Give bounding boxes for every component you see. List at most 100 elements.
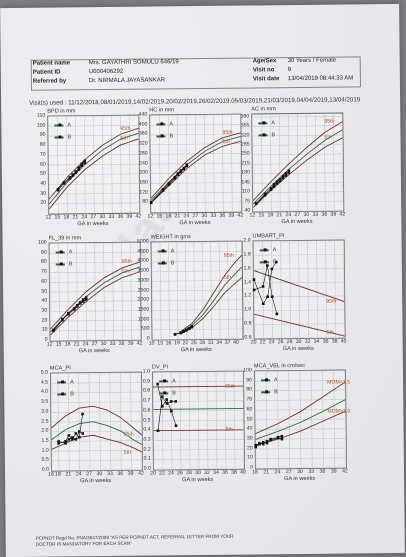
gridline-y bbox=[151, 250, 242, 253]
legend-dot bbox=[58, 135, 62, 139]
y-tick-label: 1.0 bbox=[41, 447, 49, 454]
gridline-x bbox=[185, 242, 187, 340]
data-point-a bbox=[284, 172, 288, 175]
data-point-a bbox=[156, 382, 159, 386]
chart-title: HC in mm bbox=[149, 107, 175, 114]
y-tick-label: 2.5 bbox=[41, 418, 49, 425]
chart-svg bbox=[152, 371, 245, 470]
y-tick-label: 100 bbox=[36, 122, 46, 129]
gridline-x bbox=[305, 113, 308, 211]
chart-title: FL_39 in mm bbox=[48, 235, 82, 242]
data-point-b bbox=[149, 201, 153, 205]
y-tick-label: 3.0 bbox=[41, 408, 49, 415]
data-point-b bbox=[174, 400, 178, 403]
percentile-curve-95th bbox=[180, 254, 243, 332]
data-point-b bbox=[165, 402, 169, 405]
x-tick-label: 18 bbox=[252, 469, 258, 476]
legend-label: B bbox=[172, 390, 176, 397]
gridline-x bbox=[194, 115, 197, 213]
legend-label: B bbox=[170, 260, 175, 267]
legend-item-a: A bbox=[259, 247, 276, 253]
data-point-b bbox=[176, 173, 180, 176]
referred-by-label: Referred by bbox=[32, 78, 67, 85]
legend-label: A bbox=[169, 121, 174, 128]
data-point-b bbox=[67, 438, 71, 441]
patient-name-label: Patient name bbox=[32, 60, 71, 67]
gridline-y bbox=[51, 382, 142, 384]
chart-plot-area: 95th 5th A B bbox=[49, 371, 143, 472]
gridline-y bbox=[51, 411, 142, 413]
legend-item-b: B bbox=[57, 391, 74, 397]
gridline-y bbox=[51, 420, 142, 423]
curve-label: 95th bbox=[326, 298, 337, 305]
data-point-b bbox=[263, 193, 267, 197]
y-tick-label: 100 bbox=[37, 239, 47, 246]
x-tick-label: 27 bbox=[86, 471, 93, 478]
percentile-curve-50 bbox=[255, 399, 346, 440]
legend-item-b: B bbox=[261, 389, 278, 395]
gridline-x bbox=[119, 115, 122, 213]
x-tick-label: 33 bbox=[308, 468, 315, 475]
series-line-a bbox=[253, 265, 278, 315]
data-point-b bbox=[156, 429, 160, 432]
gridline-x bbox=[299, 370, 302, 468]
y-tick-label: 2.0 bbox=[41, 427, 49, 434]
data-point-b bbox=[80, 164, 84, 168]
percentile-curve-95th bbox=[51, 405, 142, 436]
y-tick-label: 75 bbox=[244, 198, 251, 205]
legend-dot bbox=[163, 379, 167, 383]
gridline-x bbox=[298, 240, 300, 338]
y-tick-label: 320 bbox=[138, 140, 148, 147]
legend-item-a: A bbox=[159, 378, 176, 384]
data-point-a bbox=[78, 436, 81, 439]
data-point-b bbox=[187, 327, 191, 331]
legend-item-a: A bbox=[55, 249, 72, 255]
y-tick-label: 285 bbox=[240, 141, 250, 148]
legend-label: A bbox=[170, 248, 175, 255]
y-tick-label: 1.6 bbox=[243, 265, 251, 272]
patient-header: Patient name Mrs. GAYATHRI SOMULU 646/19… bbox=[30, 56, 361, 91]
y-tick-label: 1000 bbox=[137, 316, 150, 323]
legend-dot bbox=[160, 134, 164, 138]
gridline-x bbox=[323, 113, 326, 211]
gridline-x bbox=[341, 113, 344, 211]
percentile-curve-95th bbox=[252, 121, 343, 201]
gridline-x bbox=[316, 240, 318, 338]
data-point-a bbox=[174, 424, 178, 427]
y-tick-label: 60 bbox=[41, 278, 48, 285]
legend-dot bbox=[262, 121, 266, 125]
data-point-b bbox=[275, 182, 279, 185]
gridline-x bbox=[344, 370, 347, 468]
legend-item-a: A bbox=[157, 248, 175, 255]
y-tick-label: 4.0 bbox=[40, 389, 49, 396]
y-tick-label: 10 bbox=[247, 454, 253, 461]
data-point-b bbox=[68, 177, 72, 180]
gridline-x bbox=[67, 373, 70, 471]
y-tick-label: 3500 bbox=[137, 267, 149, 274]
gridline-x bbox=[224, 371, 227, 469]
legend-label: B bbox=[68, 261, 73, 268]
data-point-b bbox=[272, 185, 276, 188]
y-tick-label: 70 bbox=[41, 268, 47, 275]
data-point-b bbox=[254, 202, 258, 206]
data-point-b bbox=[278, 179, 282, 183]
legend-item-b: B bbox=[54, 134, 71, 140]
legend-label: B bbox=[169, 133, 174, 140]
x-axis-label: GA in weeks bbox=[282, 345, 314, 353]
gridline-x bbox=[254, 371, 257, 469]
visit-date-value: 13/04/2019 08:44:33 AM bbox=[287, 75, 354, 83]
gridline-x bbox=[137, 115, 140, 213]
legend-item-a: A bbox=[57, 379, 74, 385]
legend-label: A bbox=[271, 120, 275, 127]
legend-item-a: A bbox=[156, 121, 173, 127]
gridline-x bbox=[215, 371, 218, 469]
data-point-b bbox=[74, 437, 78, 441]
gridline-x bbox=[239, 114, 242, 212]
y-tick-label: 1.0 bbox=[244, 306, 252, 313]
legend-item-b: B bbox=[157, 260, 175, 267]
curve-label: 95th bbox=[324, 118, 335, 125]
curve-label: 5th bbox=[326, 329, 334, 336]
y-tick-label: 360 bbox=[138, 130, 148, 138]
data-point-b bbox=[72, 307, 76, 311]
visit-no-label: Visit no bbox=[252, 67, 275, 74]
